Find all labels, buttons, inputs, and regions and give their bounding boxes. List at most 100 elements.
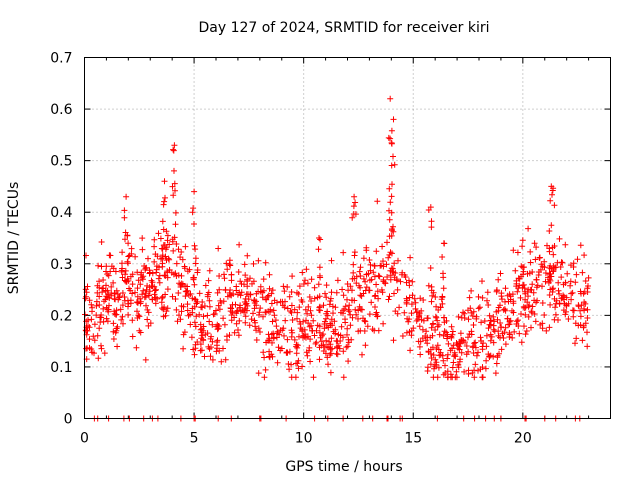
data-point xyxy=(516,330,523,337)
data-point xyxy=(97,319,104,326)
data-point xyxy=(428,298,435,305)
data-point xyxy=(367,267,374,274)
data-point xyxy=(247,291,254,298)
data-point xyxy=(429,292,436,299)
data-point xyxy=(574,256,581,263)
data-point xyxy=(580,322,587,329)
data-point xyxy=(216,273,223,279)
data-point xyxy=(360,255,367,262)
data-point xyxy=(465,367,472,374)
data-point xyxy=(242,272,249,279)
data-point xyxy=(173,260,180,267)
y-tick-label: 0.4 xyxy=(50,205,72,221)
data-point xyxy=(200,313,207,320)
data-point xyxy=(154,295,161,302)
data-point xyxy=(184,301,191,308)
data-point xyxy=(390,223,396,230)
data-point xyxy=(196,290,203,297)
data-point xyxy=(507,317,514,324)
data-point xyxy=(344,281,351,287)
data-point xyxy=(299,363,306,370)
data-point xyxy=(585,274,592,281)
data-point xyxy=(433,361,440,368)
data-point xyxy=(257,329,263,335)
data-point xyxy=(320,331,327,338)
data-point xyxy=(478,338,485,344)
data-point xyxy=(233,287,240,294)
data-point xyxy=(223,333,230,340)
data-point xyxy=(204,291,211,298)
data-point xyxy=(104,271,111,278)
data-point xyxy=(546,248,553,255)
data-point xyxy=(221,321,228,328)
data-point xyxy=(417,295,424,302)
data-point xyxy=(309,327,315,334)
data-point xyxy=(387,135,394,142)
data-point xyxy=(493,360,500,367)
data-point xyxy=(172,221,179,228)
data-point xyxy=(199,304,206,311)
data-point xyxy=(506,334,513,340)
data-point xyxy=(357,264,364,271)
data-point xyxy=(244,252,251,259)
data-point xyxy=(190,205,197,212)
data-point xyxy=(129,290,136,297)
data-point xyxy=(494,316,501,323)
data-point xyxy=(103,282,109,289)
data-point xyxy=(180,303,187,310)
data-point xyxy=(161,178,168,185)
data-point xyxy=(548,222,555,229)
data-point xyxy=(513,277,520,284)
data-point xyxy=(405,318,412,325)
x-tick-label: 5 xyxy=(190,431,199,447)
data-point xyxy=(307,307,314,314)
data-point xyxy=(521,305,528,311)
data-point xyxy=(333,289,340,296)
data-point xyxy=(375,327,382,334)
data-point xyxy=(475,305,482,312)
data-point xyxy=(160,306,167,313)
data-point xyxy=(516,275,523,282)
data-point xyxy=(102,287,109,294)
data-point xyxy=(242,313,249,320)
data-point xyxy=(112,268,119,275)
data-point xyxy=(323,337,330,344)
data-point xyxy=(127,273,134,280)
data-point xyxy=(437,304,444,311)
data-point xyxy=(369,326,376,333)
data-point xyxy=(323,294,330,301)
data-point xyxy=(440,240,447,247)
data-point xyxy=(412,299,419,306)
data-point xyxy=(269,353,276,360)
data-point xyxy=(338,309,344,316)
data-point xyxy=(386,251,393,258)
y-tick-label: 0.3 xyxy=(50,257,72,273)
data-point xyxy=(408,332,415,339)
data-point xyxy=(184,268,191,275)
data-point xyxy=(527,259,534,266)
data-point xyxy=(250,310,256,317)
data-point xyxy=(119,274,126,281)
data-point xyxy=(327,346,334,353)
data-point xyxy=(490,313,497,320)
data-point xyxy=(561,300,568,307)
data-point xyxy=(175,290,182,296)
data-point xyxy=(295,357,302,364)
data-point xyxy=(572,340,578,347)
data-point xyxy=(288,361,295,368)
data-point xyxy=(344,331,350,338)
data-point xyxy=(444,355,451,362)
data-point xyxy=(546,228,553,234)
data-point xyxy=(321,321,328,327)
data-point xyxy=(99,285,106,292)
data-point xyxy=(228,305,235,312)
data-point xyxy=(449,364,456,371)
data-point xyxy=(431,363,438,370)
x-tick-labels: 0 5 10 15 20 xyxy=(80,431,532,447)
data-point xyxy=(248,316,255,323)
data-point xyxy=(94,282,101,289)
data-point xyxy=(564,270,571,277)
plot-frame xyxy=(84,57,611,419)
data-point xyxy=(553,297,560,304)
data-point xyxy=(355,328,362,335)
